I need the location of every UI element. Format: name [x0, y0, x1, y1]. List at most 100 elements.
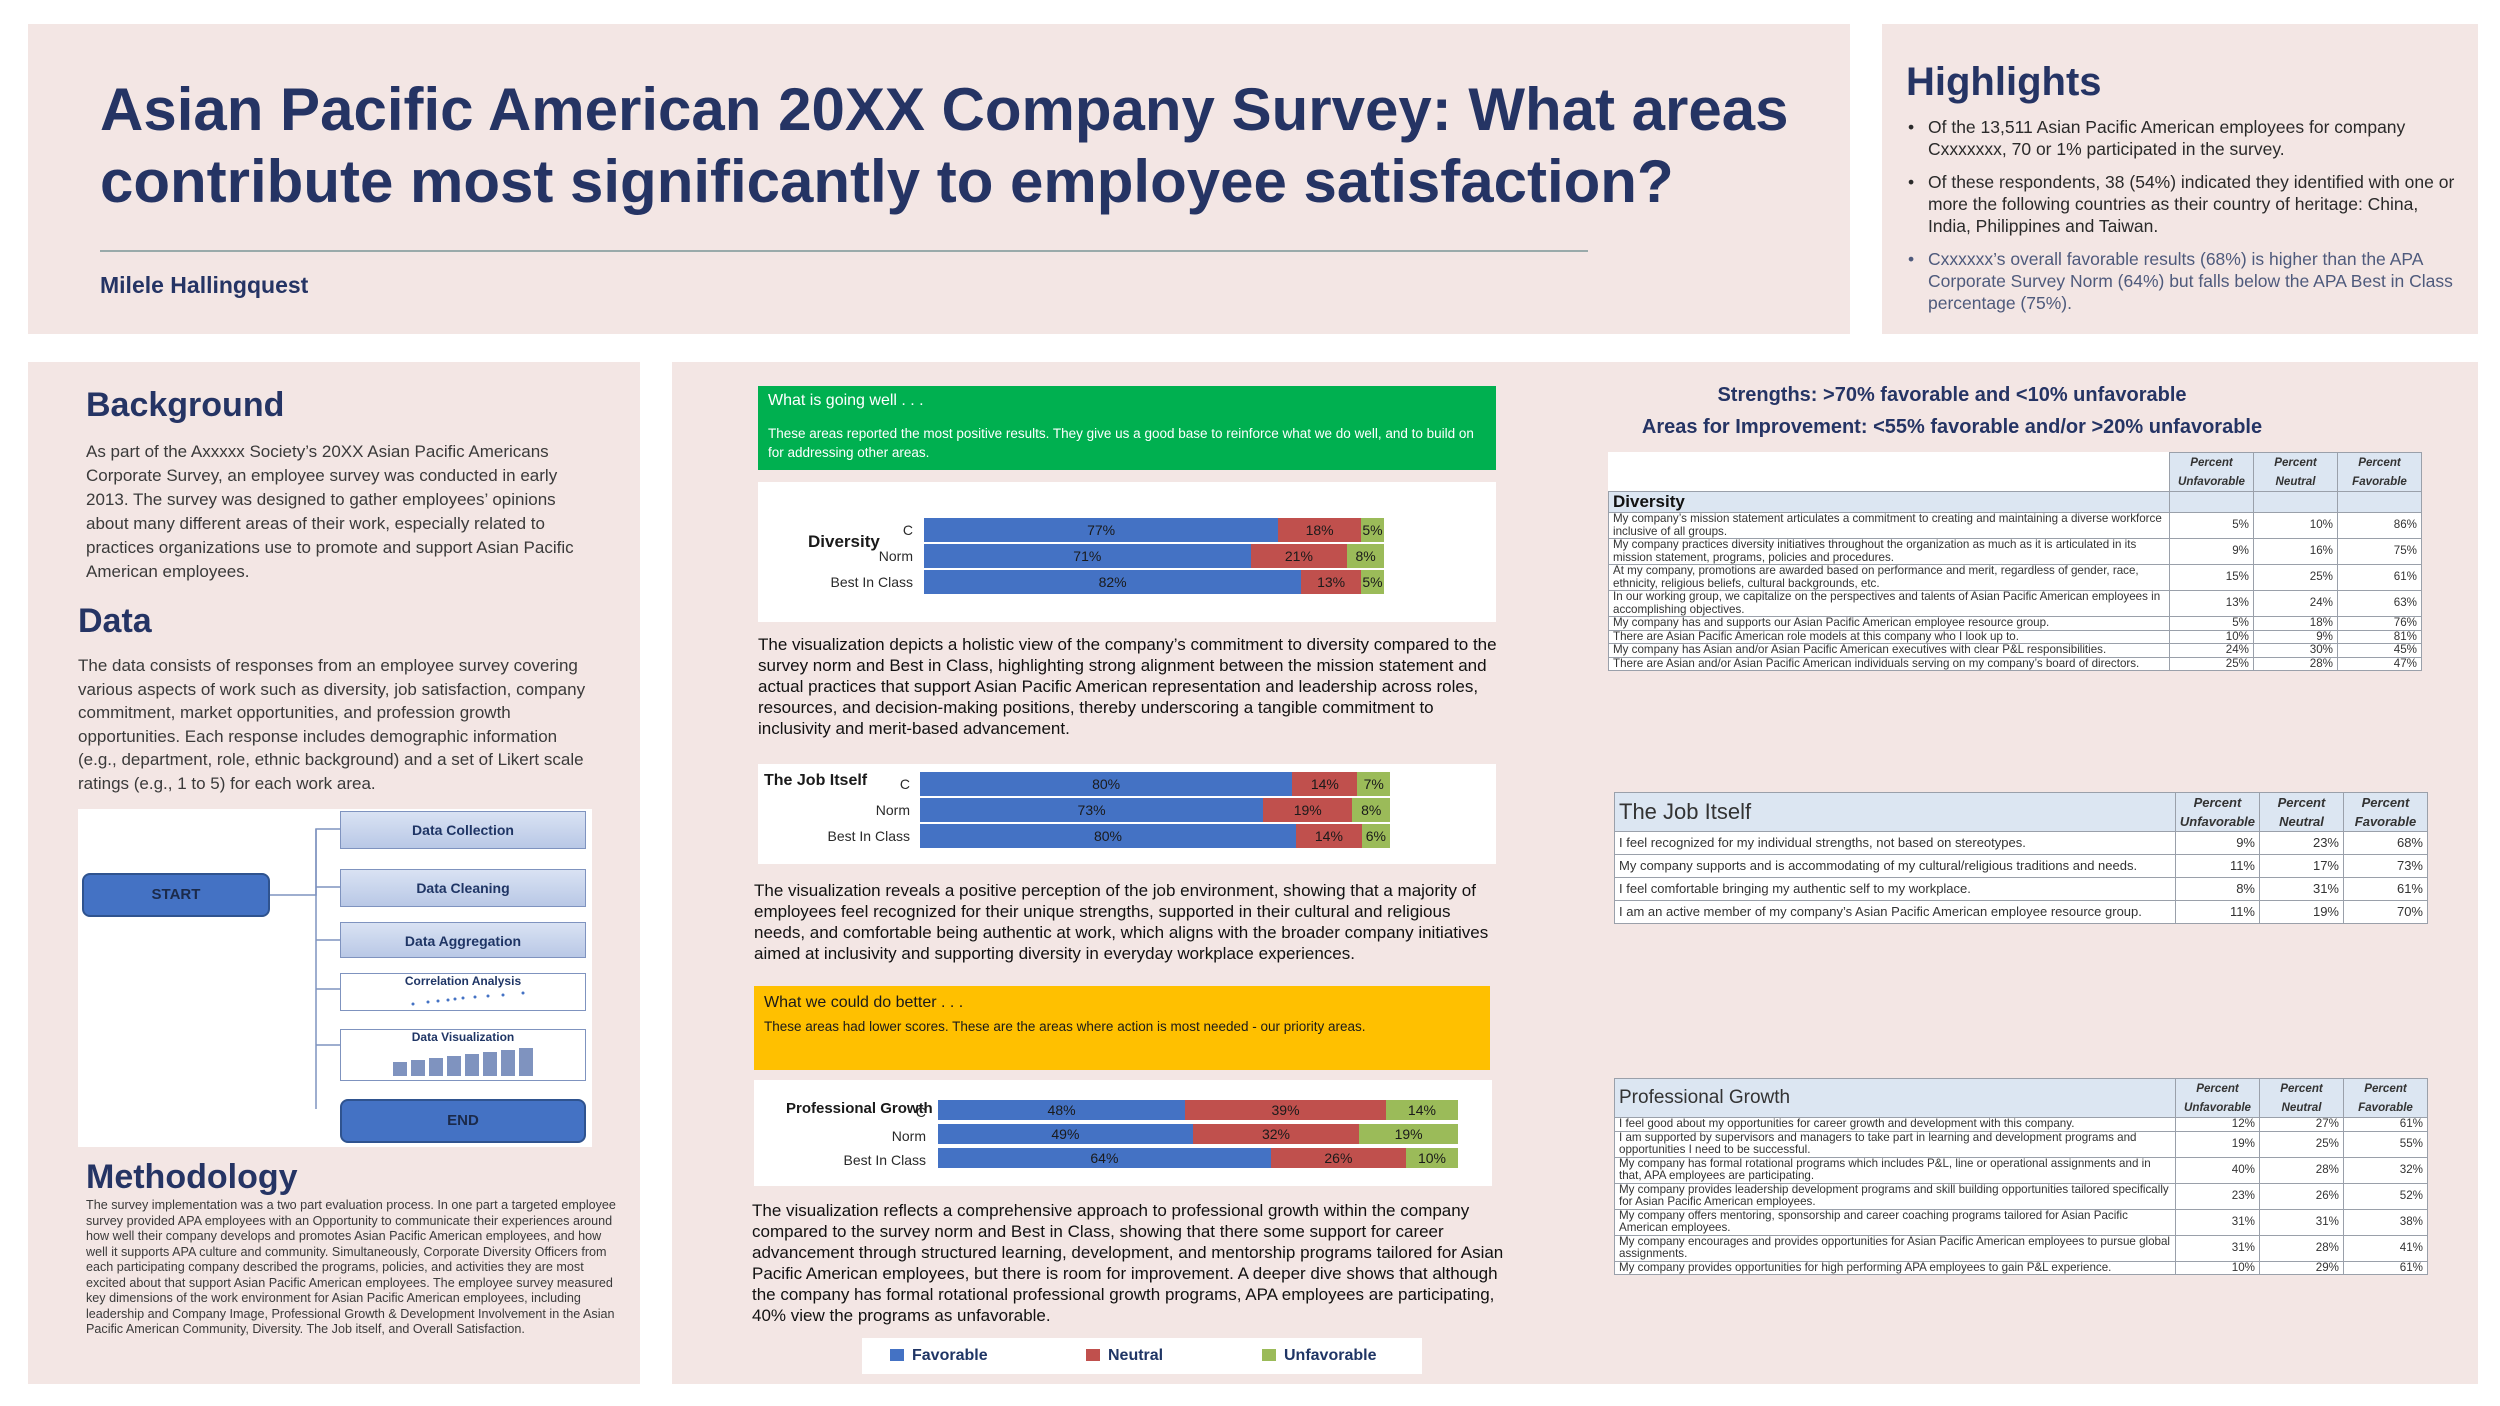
- percent-cell: 23%: [2259, 831, 2344, 855]
- percent-cell: 52%: [2343, 1182, 2428, 1210]
- highlight-item: Cxxxxxx’s overall favorable results (68%…: [1906, 248, 2458, 314]
- neutral-swatch: [1086, 1349, 1100, 1361]
- percent-cell: 31%: [2259, 877, 2344, 901]
- going-well-title: What is going well . . .: [768, 392, 924, 409]
- bar-segment: 5%: [1361, 570, 1384, 594]
- bar-segment: 71%: [924, 544, 1251, 568]
- bar-thumbnail: [393, 1048, 533, 1076]
- percent-cell: 24%: [2169, 643, 2254, 658]
- column-header: Percent Favorable: [2337, 452, 2422, 492]
- improvement-criteria: Areas for Improvement: <55% favorable an…: [1641, 416, 2263, 438]
- do-better-banner: What we could do better . . . These area…: [754, 986, 1490, 1070]
- survey-statement: At my company, promotions are awarded ba…: [1608, 564, 2170, 591]
- bar-segment: 32%: [1192, 1124, 1360, 1144]
- scatter-thumbnail: [411, 991, 525, 1006]
- percent-cell: 18%: [2253, 616, 2338, 631]
- column-header: Percent Neutral: [2259, 1078, 2344, 1118]
- survey-statement: My company provides opportunities for hi…: [1614, 1260, 2176, 1275]
- column-header: Percent Unfavorable: [2169, 452, 2254, 492]
- going-well-banner: What is going well . . . These areas rep…: [758, 386, 1496, 470]
- survey-statement: My company encourages and provides oppor…: [1614, 1234, 2176, 1262]
- table-section-title: Professional Growth: [1614, 1078, 2176, 1118]
- survey-statement: I feel recognized for my individual stre…: [1614, 831, 2176, 855]
- table-row: I feel recognized for my individual stre…: [1614, 831, 2428, 855]
- bar-segment: 5%: [1361, 518, 1384, 542]
- percent-cell: 38%: [2343, 1208, 2428, 1236]
- table-row: My company has and supports our Asian Pa…: [1608, 616, 2422, 631]
- column-header: Percent Unfavorable: [2174, 792, 2261, 832]
- legend-label: Unfavorable: [1284, 1347, 1377, 1364]
- percent-cell: 5%: [2169, 616, 2254, 631]
- bar-segment: 48%: [938, 1100, 1186, 1120]
- percent-cell: 25%: [2253, 564, 2338, 591]
- process-flowchart: START Data Collection Data Cleaning Data…: [78, 809, 592, 1147]
- percent-cell: 11%: [2174, 900, 2261, 924]
- flow-step-correlation: Correlation Analysis: [340, 973, 586, 1011]
- percent-cell: 45%: [2337, 643, 2422, 658]
- table-row: My company provides opportunities for hi…: [1614, 1260, 2428, 1275]
- percent-cell: 28%: [2259, 1156, 2344, 1184]
- survey-statement: There are Asian Pacific American role mo…: [1608, 629, 2170, 644]
- column-header: Percent Unfavorable: [2175, 1078, 2260, 1118]
- percent-cell: 16%: [2253, 538, 2338, 565]
- table-row: My company has Asian and/or Asian Pacifi…: [1608, 643, 2422, 658]
- bar-segment: 82%: [924, 570, 1302, 594]
- bar-segment: 19%: [1359, 1124, 1458, 1144]
- percent-cell: 27%: [2259, 1117, 2344, 1132]
- percent-cell: 10%: [2169, 629, 2254, 644]
- chart-legend: Favorable Neutral Unfavorable: [862, 1338, 1422, 1374]
- percent-cell: 75%: [2337, 538, 2422, 565]
- background-heading: Background: [86, 386, 285, 424]
- percent-cell: 61%: [2337, 564, 2422, 591]
- legend-favorable: Favorable: [890, 1347, 988, 1365]
- strengths-criteria: Strengths: >70% favorable and <10% unfav…: [1717, 384, 2187, 406]
- percent-cell: 9%: [2169, 538, 2254, 565]
- category-label: Norm: [878, 548, 913, 564]
- percent-cell: 13%: [2169, 590, 2254, 617]
- bar-segment: 77%: [924, 518, 1279, 542]
- percent-cell: 31%: [2259, 1208, 2344, 1236]
- left-panel: Background As part of the Axxxxx Society…: [28, 362, 640, 1384]
- legend-label: Favorable: [912, 1347, 988, 1364]
- survey-statement: I feel comfortable bringing my authentic…: [1614, 877, 2176, 901]
- bar-segment: 6%: [1361, 824, 1390, 848]
- percent-cell: 55%: [2343, 1130, 2428, 1158]
- percent-cell: 31%: [2175, 1234, 2260, 1262]
- survey-statement: My company practices diversity initiativ…: [1608, 538, 2170, 565]
- bar-segment: 7%: [1357, 772, 1390, 796]
- data-heading: Data: [78, 602, 152, 640]
- percent-cell: 81%: [2337, 629, 2422, 644]
- diversity-chart-title: Diversity: [808, 532, 880, 551]
- data-text: The data consists of responses from an e…: [78, 656, 586, 793]
- percent-cell: 40%: [2175, 1156, 2260, 1184]
- percent-cell: 10%: [2175, 1260, 2260, 1275]
- diversity-table: Percent Unfavorable Percent Neutral Percen…: [1608, 452, 2422, 671]
- survey-statement: I am supported by supervisors and manage…: [1614, 1130, 2176, 1158]
- category-label: C: [902, 522, 913, 538]
- category-label: C: [915, 1104, 926, 1120]
- percent-cell: 9%: [2174, 831, 2261, 855]
- highlights-panel: Highlights Of the 13,511 Asian Pacific A…: [1882, 24, 2478, 334]
- highlight-item: Of these respondents, 38 (54%) indicated…: [1906, 171, 2458, 237]
- diversity-chart: Diversity C 77% 18% 5% Norm 71% 21% 8% Best In C…: [758, 482, 1496, 622]
- column-header: Percent Neutral: [2259, 792, 2344, 832]
- background-text: As part of the Axxxxx Society’s 20XX Asi…: [86, 442, 574, 581]
- bar-segment: 14%: [1296, 824, 1362, 848]
- flow-step-cleaning: Data Cleaning: [340, 869, 586, 907]
- survey-statement: My company offers mentoring, sponsorship…: [1614, 1208, 2176, 1236]
- flow-step-label: Correlation Analysis: [404, 974, 522, 988]
- percent-cell: 31%: [2175, 1208, 2260, 1236]
- growth-chart: Professional Growth C 48% 39% 14% Norm 49% 32%…: [754, 1080, 1492, 1186]
- flow-step-aggregation: Data Aggregation: [340, 922, 586, 958]
- survey-statement: My company has and supports our Asian Pa…: [1608, 616, 2170, 631]
- table-row: In our working group, we capitalize on t…: [1608, 590, 2422, 617]
- table-section-title: The Job Itself: [1614, 792, 2176, 832]
- do-better-text: These areas had lower scores. These are …: [764, 1019, 1366, 1034]
- do-better-title: What we could do better . . .: [764, 994, 964, 1011]
- survey-statement: My company has Asian and/or Asian Pacifi…: [1608, 643, 2170, 658]
- bar-segment: 8%: [1347, 544, 1384, 568]
- methodology-text: The survey implementation was a two part…: [86, 1198, 616, 1336]
- percent-cell: 63%: [2337, 590, 2422, 617]
- bar-segment: 73%: [920, 798, 1264, 822]
- flow-step-label: Data Visualization: [411, 1030, 515, 1044]
